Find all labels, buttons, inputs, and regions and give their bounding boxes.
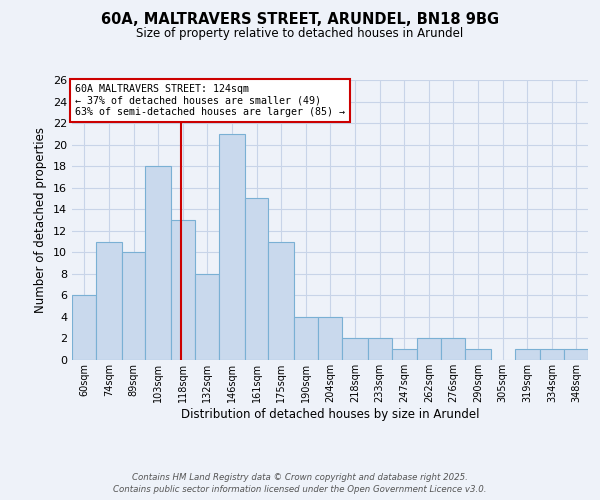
Bar (294, 317, 318, 360)
Bar (540, 349, 564, 360)
Bar (245, 198, 268, 360)
Text: Size of property relative to detached houses in Arundel: Size of property relative to detached ho… (136, 28, 464, 40)
Bar (564, 349, 588, 360)
Bar (368, 338, 392, 360)
X-axis label: Distribution of detached houses by size in Arundel: Distribution of detached houses by size … (181, 408, 479, 420)
Bar (515, 349, 540, 360)
Text: 60A MALTRAVERS STREET: 124sqm
← 37% of detached houses are smaller (49)
63% of s: 60A MALTRAVERS STREET: 124sqm ← 37% of d… (74, 84, 344, 117)
Bar (268, 242, 294, 360)
Bar (318, 317, 342, 360)
Bar (441, 338, 465, 360)
Bar (145, 166, 171, 360)
Bar (417, 338, 441, 360)
Bar (465, 349, 491, 360)
Bar (219, 134, 245, 360)
Text: Contains public sector information licensed under the Open Government Licence v3: Contains public sector information licen… (113, 485, 487, 494)
Text: Contains HM Land Registry data © Crown copyright and database right 2025.: Contains HM Land Registry data © Crown c… (132, 472, 468, 482)
Bar (195, 274, 219, 360)
Text: 60A, MALTRAVERS STREET, ARUNDEL, BN18 9BG: 60A, MALTRAVERS STREET, ARUNDEL, BN18 9B… (101, 12, 499, 28)
Bar (342, 338, 368, 360)
Bar (72, 296, 96, 360)
Y-axis label: Number of detached properties: Number of detached properties (34, 127, 47, 313)
Bar (171, 220, 195, 360)
Bar (96, 242, 122, 360)
Bar (392, 349, 417, 360)
Bar (122, 252, 145, 360)
